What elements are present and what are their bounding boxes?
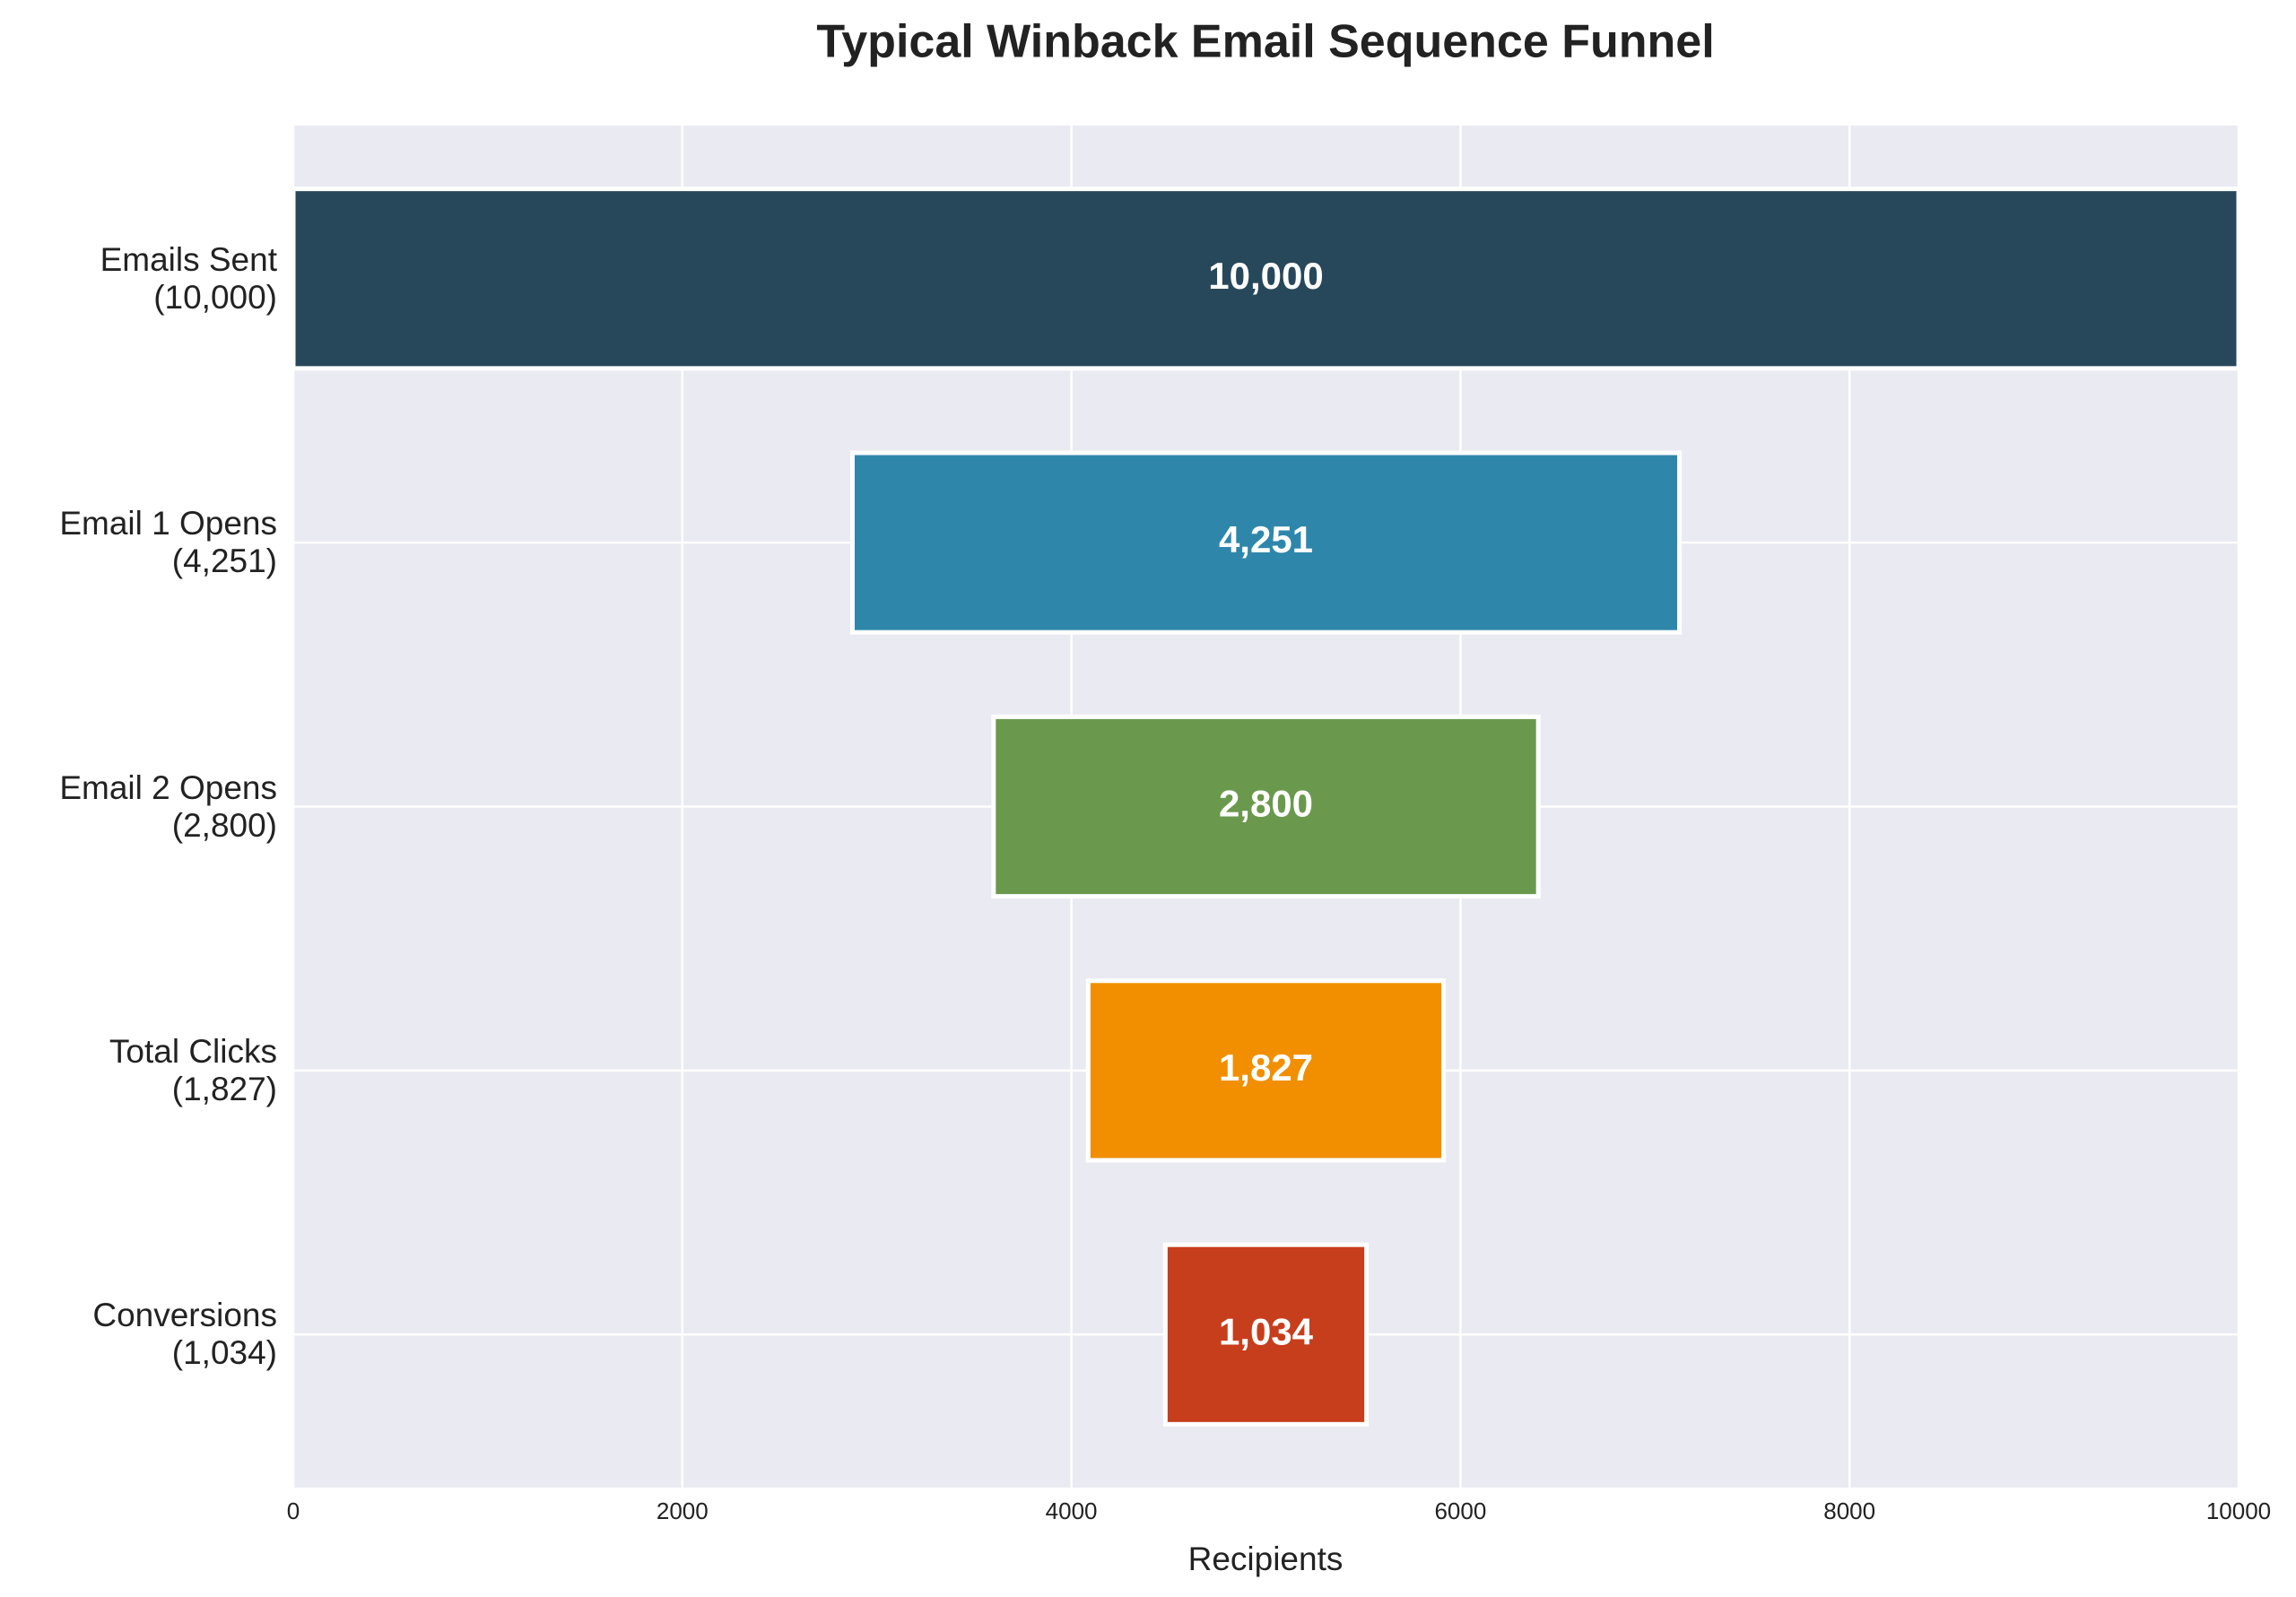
bar xyxy=(291,187,2241,371)
bar xyxy=(1162,1242,1370,1427)
bar xyxy=(849,450,1683,635)
bar xyxy=(991,714,1541,899)
x-tick-label: 8000 xyxy=(1823,1497,1875,1524)
y-tick-label: Conversions (1,034) xyxy=(92,1297,277,1372)
chart-title: Typical Winback Email Sequence Funnel xyxy=(816,16,1714,68)
value-label: 10,000 xyxy=(1208,255,1323,297)
y-tick-label: Email 2 Opens (2,800) xyxy=(59,768,277,844)
value-label: 1,827 xyxy=(1219,1046,1313,1089)
y-tick-label: Email 1 Opens (4,251) xyxy=(59,505,277,580)
value-label: 4,251 xyxy=(1219,518,1313,560)
x-tick-label: 4000 xyxy=(1046,1497,1098,1524)
y-tick-label: Total Clicks (1,827) xyxy=(109,1032,277,1107)
x-tick-label: 10000 xyxy=(2206,1497,2271,1524)
x-axis-label: Recipients xyxy=(1188,1541,1344,1577)
x-tick-label: 2000 xyxy=(657,1497,709,1524)
value-label: 2,800 xyxy=(1219,783,1313,825)
x-tick-label: 6000 xyxy=(1434,1497,1486,1524)
value-label: 1,034 xyxy=(1219,1310,1314,1352)
x-tick-label: 0 xyxy=(287,1497,300,1524)
y-tick-label: Emails Sent (10,000) xyxy=(100,240,277,316)
bar xyxy=(1085,978,1447,1163)
